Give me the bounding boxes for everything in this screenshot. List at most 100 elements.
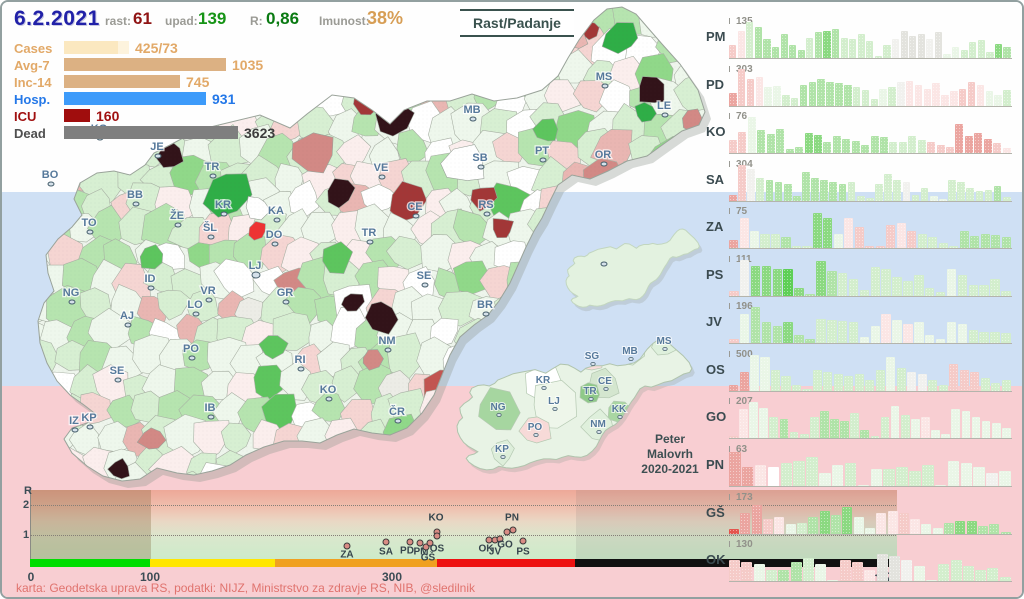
chart-bar (831, 29, 840, 58)
chart-bar (977, 40, 985, 58)
chart-bar (902, 182, 911, 201)
chart-bar (903, 324, 913, 343)
stat-value-0: 425/73 (135, 40, 178, 56)
gridline-r1 (30, 535, 896, 536)
legend-strip-segment-2 (275, 559, 437, 567)
chart-bar (991, 235, 1001, 248)
chart-bar (804, 133, 813, 153)
chart-bar (844, 85, 852, 106)
chart-axis-tick (729, 494, 730, 500)
chart-bar (823, 218, 833, 248)
chart-bar (827, 580, 839, 581)
chart-bar (760, 357, 770, 391)
chart-bar (856, 196, 865, 201)
chart-bar (970, 236, 980, 248)
chart-bar (917, 234, 927, 248)
chart-bar (835, 83, 843, 106)
chart-row-GŠ: GŠ 173 (702, 490, 1020, 536)
chart-bar (935, 339, 946, 343)
chart-bar (739, 218, 749, 248)
chart-bar (747, 169, 756, 201)
chart-bar (986, 52, 994, 58)
chart-row-SA: SA 304 (702, 157, 1020, 203)
chart-bar (750, 355, 760, 391)
stat-bar-4 (64, 109, 90, 122)
chart-max-value-JV: 196 (736, 301, 753, 312)
chart-bar (802, 172, 810, 201)
chart-bar (911, 195, 920, 201)
chart-axis-tick (729, 161, 730, 167)
chart-bar (761, 322, 772, 343)
stat-value-1: 1035 (232, 57, 264, 73)
chart-bar (914, 322, 924, 343)
chart-bar (955, 124, 964, 153)
chart-bar (907, 372, 917, 391)
chart-label-OS: OS (706, 362, 725, 377)
scatter-dot-PM (416, 539, 424, 547)
chart-label-JV: JV (706, 314, 722, 329)
chart-bar (813, 135, 822, 153)
chart-bar (999, 471, 1011, 486)
chart-bar (993, 186, 1002, 201)
immunity-value: 38% (367, 8, 404, 28)
chart-bar (764, 87, 772, 106)
chart-bar (951, 409, 961, 438)
chart-bar (999, 577, 1011, 581)
chart-bar (753, 564, 765, 581)
growth-decline-toggle-button[interactable]: Rast/Padanje (460, 9, 574, 37)
chart-bar (740, 513, 751, 534)
chart-label-PM: PM (706, 29, 726, 44)
chart-bar (842, 139, 851, 153)
chart-bar (864, 570, 876, 581)
chart-bar (889, 556, 900, 581)
chart-bar (739, 372, 749, 391)
chart-bar (961, 411, 971, 438)
chart-bar (1001, 428, 1011, 438)
chart-bar (966, 521, 977, 534)
chart-plot-KO: 76 (729, 111, 1012, 154)
chart-plot-PD: 303 (729, 64, 1012, 107)
chart-bar (1002, 197, 1011, 201)
chart-bar (814, 32, 823, 58)
growth-decline-toggle-label: Rast/Padanje (473, 15, 561, 31)
chart-bar (993, 143, 1002, 153)
stat-label-4: ICU (14, 109, 37, 124)
chart-bar (1003, 47, 1011, 58)
chart-bar (750, 307, 761, 343)
chart-row-OK: OK 130 (702, 537, 1020, 583)
chart-bar (962, 566, 974, 581)
scatter-dot-SA (382, 538, 390, 546)
stat-label-2: Inc-14 (14, 75, 52, 90)
chart-bar (946, 322, 957, 343)
chart-bar (729, 385, 739, 391)
chart-bar (920, 188, 929, 201)
chart-bar (765, 180, 774, 201)
scatter-dot-KO-1 (433, 532, 441, 540)
chart-bar (729, 291, 739, 296)
gridline-r2 (30, 505, 896, 506)
chart-bar (774, 182, 783, 201)
chart-axis-tick (729, 398, 730, 404)
chart-bar (823, 31, 831, 58)
chart-bar (971, 417, 981, 438)
chart-label-GŠ: GŠ (706, 505, 725, 520)
chart-bar (879, 137, 888, 153)
chart-bar (1001, 291, 1011, 296)
chart-max-value-GO: 207 (736, 396, 753, 407)
chart-bar (925, 580, 937, 581)
chart-bar (927, 142, 936, 153)
chart-bar (854, 374, 864, 391)
chart-bar (857, 485, 870, 486)
chart-bar (809, 417, 819, 438)
chart-bar (791, 246, 802, 248)
chart-bar (747, 117, 756, 153)
chart-bar (759, 408, 769, 438)
chart-bar (749, 402, 758, 438)
chart-bar (829, 182, 838, 201)
chart-bar (738, 132, 747, 153)
chart-bar (751, 505, 762, 534)
chart-bar (1001, 333, 1011, 343)
chart-bar (932, 83, 940, 106)
stat-value-3: 931 (212, 91, 236, 107)
chart-bar (888, 87, 896, 106)
